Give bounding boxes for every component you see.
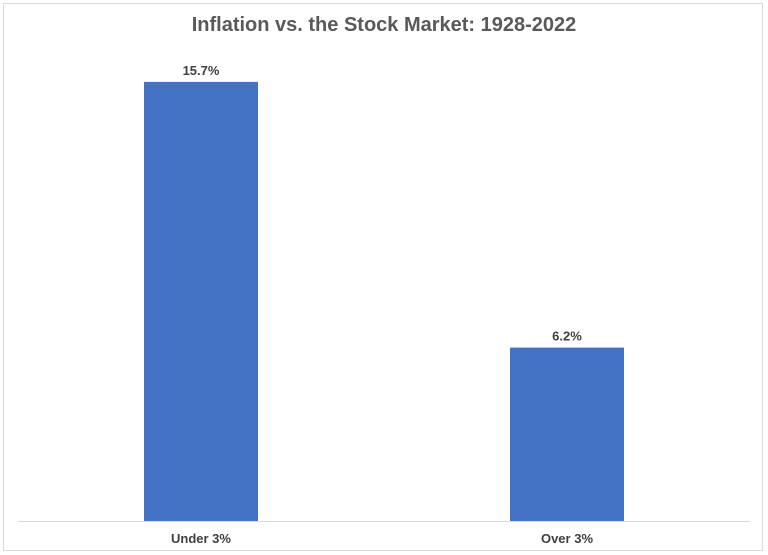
x-tick-label-0: Under 3% bbox=[171, 531, 231, 546]
bar-1 bbox=[510, 347, 624, 521]
data-label-0: 15.7% bbox=[183, 63, 220, 78]
bars-group bbox=[144, 81, 624, 522]
x-tick-label-1: Over 3% bbox=[541, 531, 593, 546]
chart-frame bbox=[3, 3, 763, 551]
bar-0 bbox=[144, 81, 258, 522]
data-label-1: 6.2% bbox=[552, 329, 582, 344]
labels-group: 15.7% Under 3% 6.2% Over 3% bbox=[171, 63, 593, 546]
chart-title: Inflation vs. the Stock Market: 1928-202… bbox=[192, 14, 577, 36]
